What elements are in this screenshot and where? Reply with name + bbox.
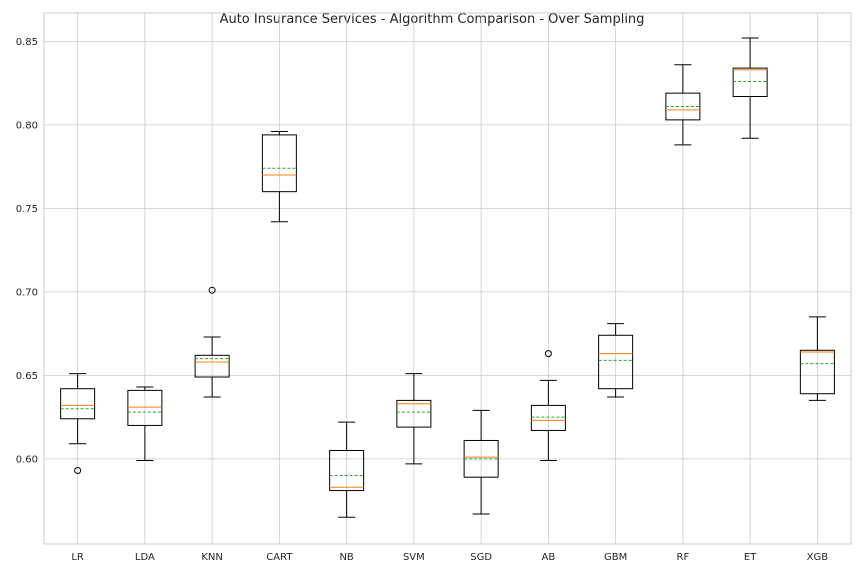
iqr-box (60, 388, 96, 420)
iqr-box (396, 399, 432, 428)
y-tick-label: 0.70 (16, 287, 38, 298)
chart-title: Auto Insurance Services - Algorithm Comp… (220, 12, 645, 27)
iqr-box (329, 449, 365, 492)
iqr-box (194, 354, 230, 378)
y-tick-label: 0.60 (16, 454, 38, 465)
y-tick-label: 0.65 (16, 371, 38, 382)
outlier-point (544, 350, 552, 358)
box-lda (127, 386, 163, 462)
y-tick-label: 0.85 (16, 37, 38, 48)
box-cart (261, 131, 297, 223)
box-rf (665, 64, 701, 146)
box-et (732, 37, 768, 139)
plot-frame (43, 12, 852, 545)
box-lr (60, 373, 96, 475)
y-tick-labels: 0.60 0.65 0.70 0.75 0.80 0.85 (16, 37, 38, 465)
outlier-point (208, 286, 216, 294)
x-tick-label: LR (71, 552, 84, 563)
x-tick-label: RF (677, 552, 690, 563)
outlier-point (74, 467, 82, 475)
box-ab (530, 350, 566, 462)
x-tick-label: SGD (470, 552, 492, 563)
y-tick-label: 0.80 (16, 120, 38, 131)
box-nb (329, 421, 365, 518)
iqr-box (598, 334, 634, 390)
x-tick-label: KNN (201, 552, 223, 563)
box-knn (194, 286, 230, 398)
iqr-box (530, 404, 566, 431)
boxes-group (60, 37, 835, 518)
box-xgb (799, 316, 835, 401)
x-tick-label: XGB (807, 552, 829, 563)
grid-lines (44, 13, 851, 544)
box-sgd (463, 409, 499, 515)
x-tick-label: CART (266, 552, 293, 563)
y-tick-label: 0.75 (16, 204, 38, 215)
iqr-box (799, 349, 835, 395)
x-tick-label: LDA (135, 552, 155, 563)
x-tick-label: NB (339, 552, 353, 563)
x-tick-label: ET (744, 552, 757, 563)
iqr-box (127, 389, 163, 426)
box-svm (396, 373, 432, 465)
x-tick-label: AB (542, 552, 556, 563)
box-gbm (598, 323, 634, 398)
x-tick-label: GBM (604, 552, 627, 563)
iqr-box (261, 134, 297, 193)
iqr-box (732, 67, 768, 97)
x-tick-label: SVM (403, 552, 425, 563)
x-tick-labels: LR LDA KNN CART NB SVM SGD AB GBM RF ET XGB (71, 552, 828, 563)
